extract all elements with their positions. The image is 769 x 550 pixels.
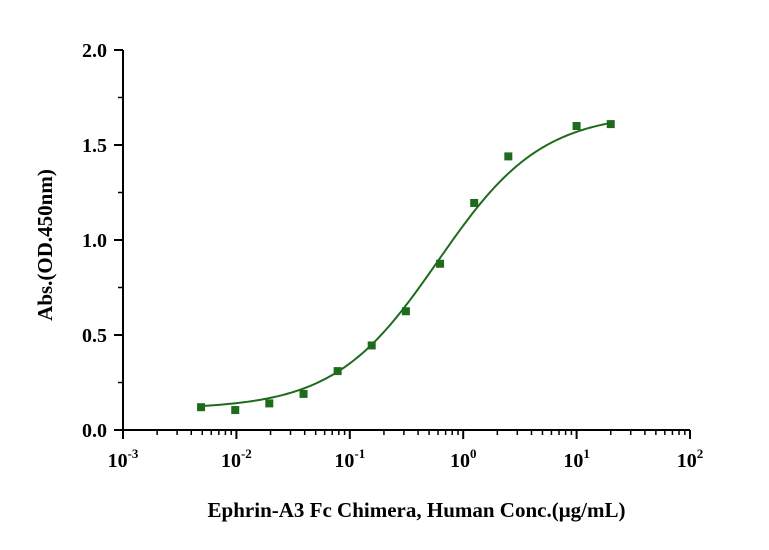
- x-tick-label: 100: [450, 446, 477, 472]
- x-tick-label: 10-3: [108, 446, 139, 472]
- x-tick-base: 10: [221, 450, 241, 472]
- x-tick-exponent: -2: [241, 446, 252, 461]
- x-tick-label: 102: [677, 446, 704, 472]
- x-tick-exponent: 2: [697, 446, 704, 461]
- x-tick-base: 10: [450, 450, 470, 472]
- data-point: [299, 389, 308, 398]
- x-tick-base: 10: [563, 450, 583, 472]
- y-tick-label: 1.0: [82, 230, 107, 252]
- x-tick-exponent: -1: [354, 446, 365, 461]
- data-points: [197, 120, 615, 415]
- x-axis-title: Ephrin-A3 Fc Chimera, Human Conc.(μg/mL): [208, 498, 626, 522]
- data-point: [606, 120, 615, 129]
- x-tick-exponent: 1: [583, 446, 590, 461]
- y-tick-label: 1.5: [82, 135, 107, 157]
- x-tick-exponent: 0: [470, 446, 477, 461]
- x-tick-base: 10: [108, 450, 128, 472]
- data-point: [504, 152, 513, 161]
- data-point: [572, 122, 581, 130]
- x-tick-base: 10: [334, 450, 354, 472]
- y-axis-title: Abs.(OD.450nm): [33, 169, 57, 321]
- data-point: [231, 406, 240, 415]
- y-ticks: 0.0 0.5 1.0 1.5 2.0: [82, 40, 123, 442]
- data-point: [470, 198, 479, 207]
- y-tick-label: 2.0: [82, 40, 107, 62]
- fit-curve: [201, 121, 611, 408]
- data-point: [265, 399, 274, 408]
- y-tick-label: 0.5: [82, 325, 107, 347]
- data-point: [197, 403, 206, 412]
- axes: [122, 50, 690, 431]
- x-tick-exponent: -3: [128, 446, 139, 461]
- x-ticks: 10-3 10-2 10-1 100 101 102: [108, 430, 704, 472]
- data-point: [436, 259, 445, 268]
- data-point: [367, 341, 376, 350]
- data-point: [401, 307, 410, 316]
- x-tick-label: 10-2: [221, 446, 252, 472]
- x-tick-label: 10-1: [334, 446, 365, 472]
- y-tick-label: 0.0: [82, 420, 107, 442]
- x-tick-base: 10: [677, 450, 697, 472]
- x-tick-label: 101: [563, 446, 590, 472]
- data-point: [333, 367, 342, 376]
